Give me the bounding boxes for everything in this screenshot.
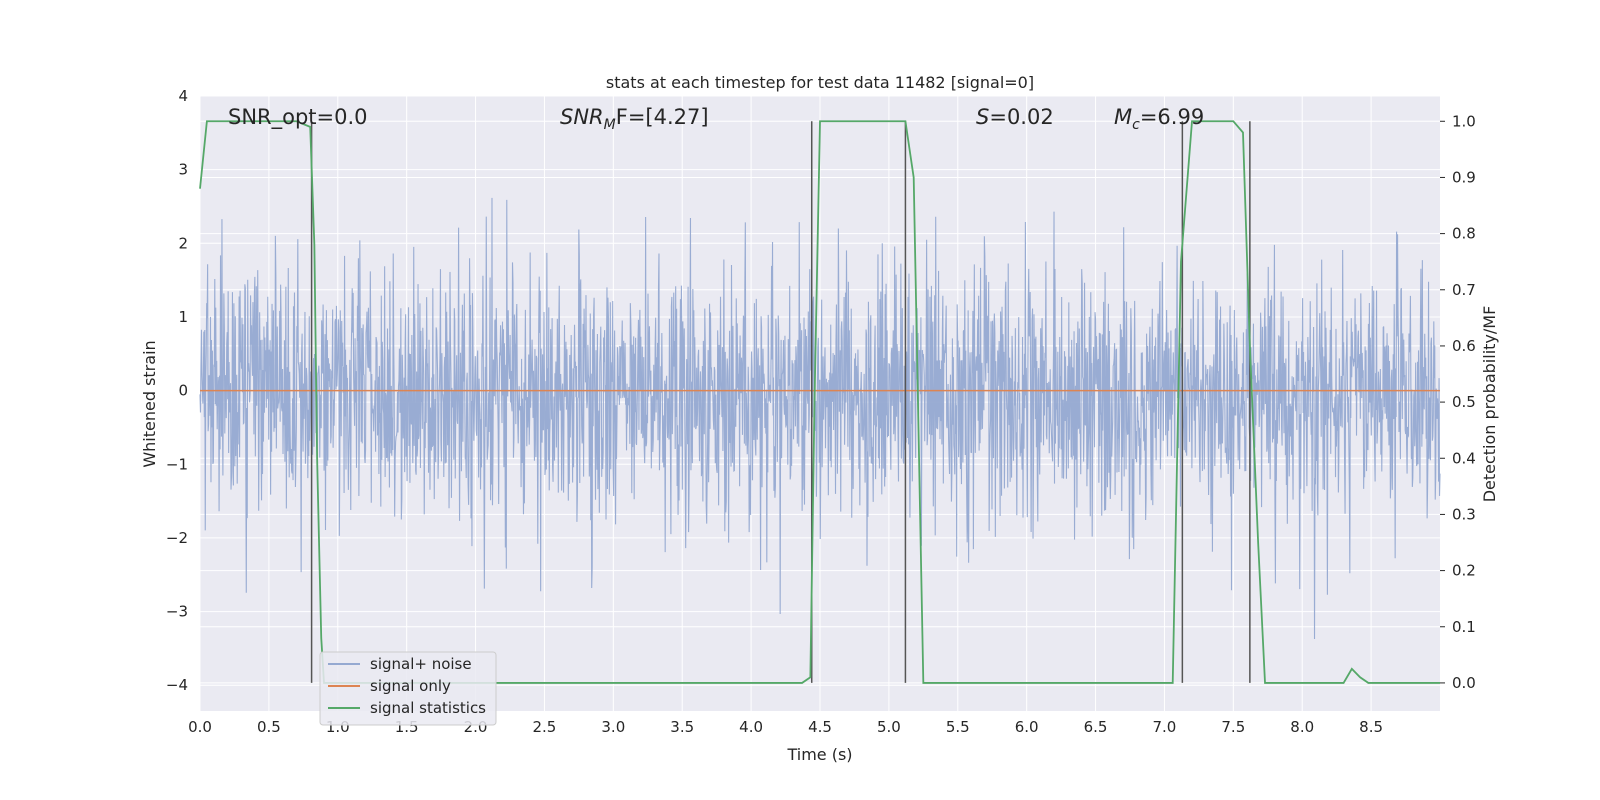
axis-ticks: 0.0 0.5 1.0 1.5 2.0 2.5 3.0 3.5 4.0 4.5 5.0 5.5 6.0 6… (166, 87, 1476, 736)
x-tick-label: 5.5 (946, 718, 970, 736)
annotation-mc: Mc=6.99 (1114, 105, 1204, 133)
y-right-tick-label: 0.2 (1452, 562, 1476, 580)
y-right-tick-label: 0.1 (1452, 618, 1476, 636)
y-left-tick-label: 2 (178, 234, 188, 252)
annotation-snr-mf-rest: F=[4.27] (616, 105, 709, 129)
y-axis-right-label: Detection probability/MF (1480, 306, 1499, 503)
y-right-tick-label: 1.0 (1452, 112, 1476, 130)
x-tick-label: 3.0 (601, 718, 625, 736)
y-left-tick-label: −2 (166, 529, 188, 547)
signal-statistics-series (199, 120, 1440, 684)
annotation-snr-mf: SNRMF=[4.27] (560, 105, 709, 133)
x-tick-label: 8.0 (1290, 718, 1314, 736)
x-tick-label: 4.5 (808, 718, 832, 736)
y-right-tick-label: 0.4 (1452, 449, 1476, 467)
legend-label-signal-noise: signal+ noise (370, 655, 472, 673)
annotation-mc-sub: c (1132, 117, 1140, 133)
signal-noise-line (199, 197, 1441, 640)
x-tick-label: 3.5 (670, 718, 694, 736)
x-tick-label: 0.5 (257, 718, 281, 736)
y-right-tick-label: 0.9 (1452, 168, 1476, 186)
y-left-tick-label: 4 (178, 87, 188, 105)
y-left-tick-label: 0 (178, 382, 188, 400)
x-axis-label: Time (s) (786, 745, 852, 764)
y-left-tick-label: 1 (178, 308, 188, 326)
x-tick-label: 7.5 (1221, 718, 1245, 736)
x-tick-label: 8.5 (1359, 718, 1383, 736)
y-left-tick-label: 3 (178, 161, 188, 179)
annotation-snr-opt: SNR_opt=0.0 (228, 105, 368, 130)
y-right-tick-label: 0.8 (1452, 225, 1476, 243)
signal-statistics-line (199, 120, 1440, 684)
y-left-tick-label: −3 (166, 603, 188, 621)
signal-noise-series (199, 197, 1441, 640)
legend-label-signal-statistics: signal statistics (370, 699, 486, 717)
x-tick-label: 4.0 (739, 718, 763, 736)
x-tick-label: 6.0 (1015, 718, 1039, 736)
x-tick-label: 2.5 (533, 718, 557, 736)
y-left-tick-label: −1 (166, 455, 188, 473)
annotation-s: S=0.02 (976, 105, 1054, 129)
x-tick-label: 7.0 (1153, 718, 1177, 736)
x-tick-label: 6.5 (1084, 718, 1108, 736)
annotation-snr-mf-italic: SNR (560, 105, 604, 129)
x-tick-label: 0.0 (188, 718, 212, 736)
annotation-mc-rest: =6.99 (1140, 105, 1204, 129)
y-right-tick-label: 0.6 (1452, 337, 1476, 355)
y-right-tick-label: 0.5 (1452, 393, 1476, 411)
y-right-tick-label: 0.7 (1452, 281, 1476, 299)
annotation-s-rest: =0.02 (989, 105, 1053, 129)
x-tick-label: 5.0 (877, 718, 901, 736)
annotation-s-italic: S (976, 105, 989, 129)
y-right-tick-label: 0.0 (1452, 674, 1476, 692)
legend: signal+ noise signal only signal statist… (319, 651, 497, 726)
legend-label-signal-only: signal only (370, 677, 451, 695)
annotation-snr-mf-sub: M (604, 117, 616, 133)
y-axis-left-label: Whitened strain (140, 340, 159, 467)
y-right-tick-label: 0.3 (1452, 505, 1476, 523)
annotation-mc-italic: M (1114, 105, 1132, 129)
y-left-tick-label: −4 (166, 676, 188, 694)
legend-box (319, 651, 497, 726)
chart-title: stats at each timestep for test data 114… (606, 73, 1034, 92)
